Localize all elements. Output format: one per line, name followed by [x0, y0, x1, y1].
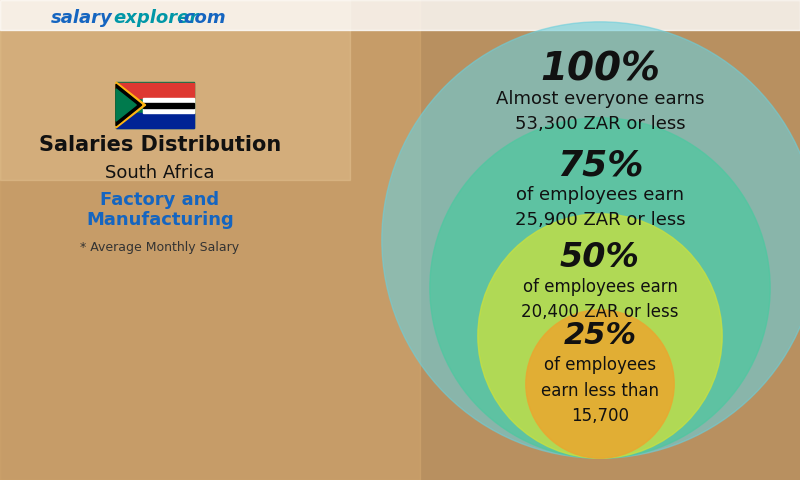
Text: of employees earn: of employees earn	[522, 278, 678, 296]
Bar	[143, 103, 194, 108]
Text: Factory and: Factory and	[101, 191, 219, 209]
Bar	[0, 0, 420, 480]
Bar	[0, 0, 800, 30]
Text: 25%: 25%	[563, 322, 637, 350]
Text: 100%: 100%	[540, 51, 660, 89]
Text: of employees: of employees	[544, 357, 656, 374]
Text: South Africa: South Africa	[106, 164, 214, 182]
Bar	[0, 0, 350, 180]
Circle shape	[526, 310, 674, 458]
Circle shape	[478, 214, 722, 458]
Text: explorer: explorer	[113, 9, 198, 27]
Text: * Average Monthly Salary: * Average Monthly Salary	[81, 241, 239, 254]
Text: 25,900 ZAR or less: 25,900 ZAR or less	[514, 211, 686, 229]
Bar	[116, 113, 194, 128]
Polygon shape	[116, 84, 142, 126]
Text: 20,400 ZAR or less: 20,400 ZAR or less	[522, 303, 678, 321]
Bar	[116, 83, 194, 98]
Polygon shape	[116, 82, 146, 128]
Text: salary: salary	[51, 9, 113, 27]
Text: 75%: 75%	[557, 149, 643, 183]
Circle shape	[430, 118, 770, 458]
Polygon shape	[116, 89, 136, 121]
Text: .com: .com	[177, 9, 226, 27]
Bar	[116, 82, 194, 128]
Text: 53,300 ZAR or less: 53,300 ZAR or less	[514, 115, 686, 133]
Text: Manufacturing: Manufacturing	[86, 211, 234, 229]
Text: earn less than: earn less than	[541, 382, 659, 399]
Circle shape	[382, 22, 800, 458]
Text: 15,700: 15,700	[571, 407, 629, 425]
Text: Almost everyone earns: Almost everyone earns	[496, 90, 704, 108]
Text: of employees earn: of employees earn	[516, 186, 684, 204]
Bar	[143, 98, 194, 113]
Text: Salaries Distribution: Salaries Distribution	[39, 135, 281, 155]
Text: 50%: 50%	[560, 241, 640, 274]
